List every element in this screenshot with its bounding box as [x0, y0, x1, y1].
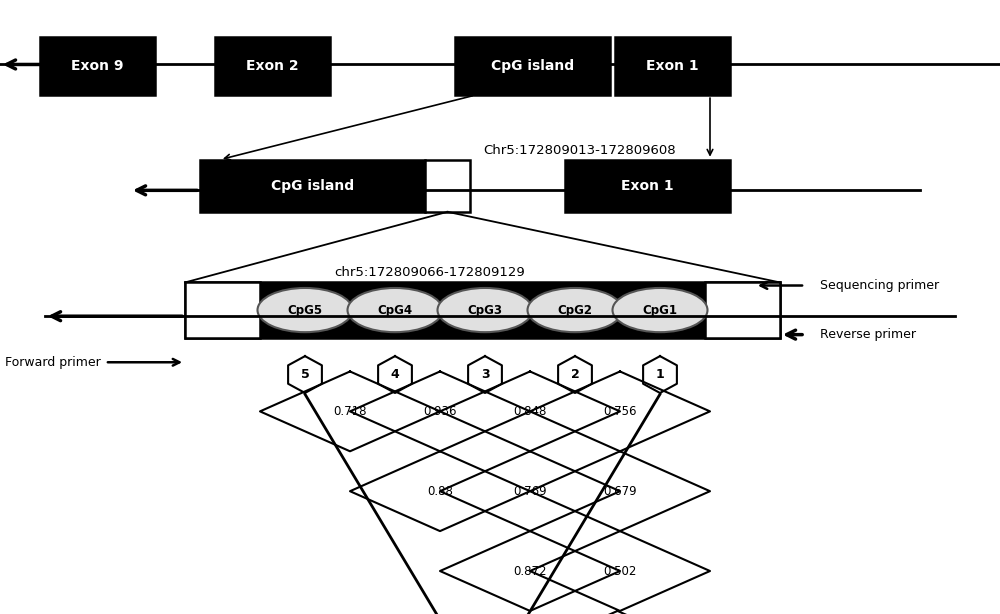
- Text: CpG2: CpG2: [558, 303, 592, 317]
- Bar: [425, 160, 470, 212]
- Bar: [185, 282, 780, 338]
- Text: Exon 1: Exon 1: [621, 179, 674, 193]
- Text: CpG1: CpG1: [642, 303, 678, 317]
- Text: CpG3: CpG3: [468, 303, 503, 317]
- Text: Sequencing primer: Sequencing primer: [820, 279, 939, 292]
- Text: 0.756: 0.756: [603, 405, 637, 418]
- Bar: [615, 37, 730, 95]
- Bar: [455, 37, 610, 95]
- Text: Exon 2: Exon 2: [246, 59, 299, 73]
- Text: CpG island: CpG island: [271, 179, 354, 193]
- Bar: [215, 37, 330, 95]
- Ellipse shape: [438, 288, 532, 332]
- Text: 1: 1: [656, 368, 664, 381]
- Bar: [200, 160, 425, 212]
- Text: Forward primer: Forward primer: [5, 356, 101, 369]
- Ellipse shape: [528, 288, 622, 332]
- Text: 4: 4: [391, 368, 399, 381]
- Text: Chr5:172809013-172809608: Chr5:172809013-172809608: [484, 144, 676, 157]
- Bar: [185, 282, 260, 338]
- Text: CpG4: CpG4: [377, 303, 413, 317]
- Text: 0.769: 0.769: [513, 484, 547, 498]
- Text: 0.718: 0.718: [333, 405, 367, 418]
- Text: CpG island: CpG island: [491, 59, 574, 73]
- Text: 0.872: 0.872: [513, 564, 547, 578]
- Text: 3: 3: [481, 368, 489, 381]
- Text: 0.936: 0.936: [423, 405, 457, 418]
- Text: 0.848: 0.848: [513, 405, 547, 418]
- Text: 0.679: 0.679: [603, 484, 637, 498]
- Bar: [40, 37, 155, 95]
- Ellipse shape: [258, 288, 352, 332]
- Text: chr5:172809066-172809129: chr5:172809066-172809129: [335, 266, 525, 279]
- Text: 2: 2: [571, 368, 579, 381]
- Text: Exon 1: Exon 1: [646, 59, 699, 73]
- Text: 0.88: 0.88: [427, 484, 453, 498]
- Text: 5: 5: [301, 368, 309, 381]
- Text: 0.502: 0.502: [603, 564, 637, 578]
- Ellipse shape: [612, 288, 708, 332]
- Text: Reverse primer: Reverse primer: [820, 328, 916, 341]
- Bar: [565, 160, 730, 212]
- Text: CpG5: CpG5: [287, 303, 323, 317]
- Bar: [705, 282, 780, 338]
- Text: Exon 9: Exon 9: [71, 59, 124, 73]
- Ellipse shape: [348, 288, 442, 332]
